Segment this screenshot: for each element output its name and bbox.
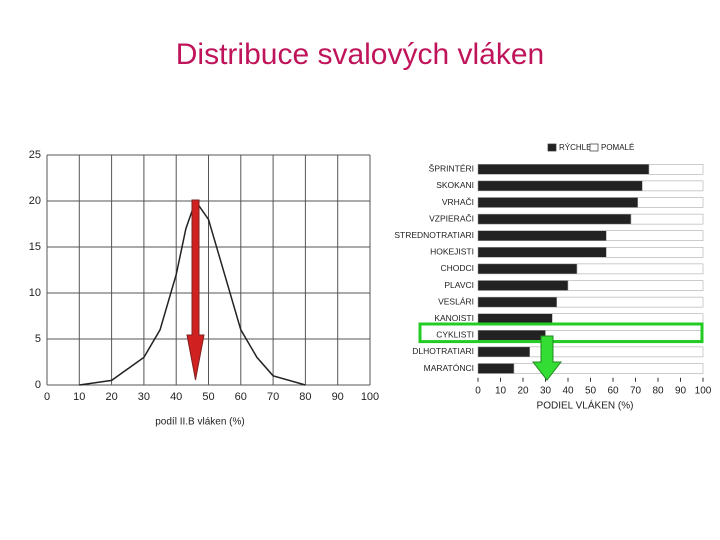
category-label: VRHAČI [442,197,474,207]
x-tick-label: 60 [235,391,247,403]
bar [477,247,607,258]
bar [477,213,632,225]
bar [477,164,650,175]
x-tick-label: 10 [495,385,507,396]
x-tick-label: 20 [105,391,117,403]
category-label: PLAVCI [444,280,474,290]
highlight-box [418,322,704,344]
x-tick-label: 0 [44,391,50,403]
x-tick-label: 100 [695,385,712,396]
x-tick-label: 100 [361,391,379,403]
y-tick-label: 10 [29,287,41,299]
x-tick-label: 50 [585,385,597,396]
bar [648,164,704,175]
x-tick-label: 60 [607,385,619,396]
bar [477,346,530,358]
category-label: MARATÓNCI [424,363,474,373]
x-axis-label: PODIEL VLÁKEN (%) [537,399,634,412]
category-label: HOKEJISTI [430,247,474,257]
x-tick-label: 40 [170,391,182,403]
x-tick-label: 0 [475,385,481,396]
x-tick-label: 40 [562,385,574,396]
category-label: VZPIERAČI [429,213,474,223]
bar [477,330,546,341]
bar [606,247,704,258]
bar [477,180,643,192]
bar [477,263,578,275]
bar [606,230,704,241]
category-label: ŠPRINTÉRI [429,164,474,174]
x-axis-label: podíl II.B vláken (%) [155,417,244,428]
bar [567,280,704,291]
y-tick-label: 20 [29,195,41,207]
y-tick-label: 25 [29,149,41,161]
bar [477,197,638,208]
legend-label: POMALÉ [601,143,634,152]
x-tick-label: 80 [299,391,311,403]
x-tick-label: 90 [332,391,344,403]
legend-swatch [547,143,557,152]
category-label: VESLÁRI [438,296,474,306]
category-label: DLHOTRATIARI [412,346,474,356]
y-tick-label: 5 [35,333,41,345]
slide-title: Distribuce svalových vláken [176,38,544,71]
legend-label: RÝCHLE [559,143,591,152]
bar [642,180,704,192]
category-label: STREDNOTRATIARI [394,230,474,240]
legend-swatch [589,143,599,152]
bar [477,230,607,241]
x-tick-label: 10 [73,391,85,403]
x-tick-label: 30 [138,391,150,403]
bar [556,296,704,308]
bar [630,213,704,225]
y-tick-label: 0 [35,379,41,391]
bar [552,313,704,324]
bar [477,296,557,308]
bar [513,363,704,374]
bar [545,330,704,341]
bar [477,280,569,291]
bar [529,346,704,358]
peak-arrow [186,199,205,381]
x-tick-label: 70 [630,385,642,396]
category-label: KANOISTI [434,313,474,323]
category-label: SKOKANI [436,180,474,190]
bar [576,263,704,275]
category-label: CHODCI [440,263,474,273]
bar [477,363,515,374]
x-tick-label: 70 [267,391,279,403]
highlight-arrow [531,335,563,381]
x-tick-label: 90 [675,385,687,396]
x-tick-label: 20 [517,385,529,396]
x-tick-label: 50 [202,391,214,403]
bar [477,313,553,324]
x-tick-label: 80 [652,385,664,396]
bar [637,197,704,208]
category-label: CYKLISTI [436,330,474,340]
y-tick-label: 15 [29,241,41,253]
x-tick-label: 30 [540,385,552,396]
